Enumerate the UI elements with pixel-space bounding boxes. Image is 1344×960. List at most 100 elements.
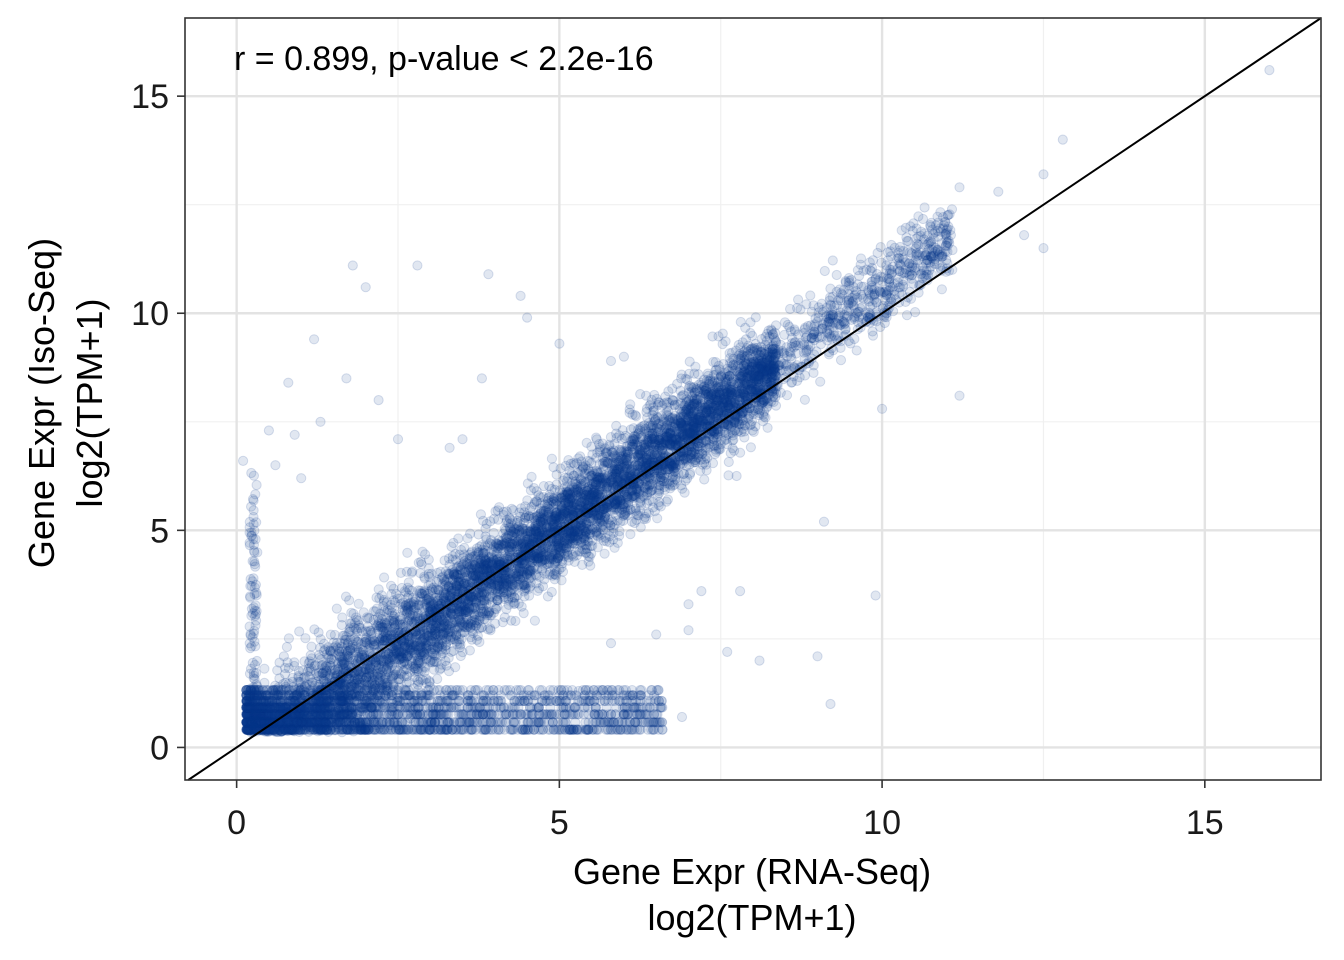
data-point: [537, 551, 548, 562]
data-point: [684, 356, 695, 367]
data-point: [855, 253, 867, 264]
data-point: [463, 562, 474, 573]
data-point: [482, 558, 493, 569]
data-point: [290, 715, 301, 726]
data-point: [446, 541, 457, 552]
data-point: [536, 526, 547, 538]
data-point: [720, 404, 731, 415]
data-point: [325, 629, 336, 640]
data-point: [256, 701, 267, 712]
data-point: [660, 472, 672, 483]
data-point: [688, 420, 699, 431]
data-point: [486, 539, 497, 550]
data-point: [396, 653, 407, 664]
data-point: [727, 427, 738, 439]
data-point: [420, 642, 431, 653]
data-point: [259, 663, 270, 674]
data-point: [648, 502, 659, 513]
data-point: [412, 630, 423, 641]
data-point: [397, 652, 408, 664]
data-point: [499, 591, 510, 603]
data-point: [381, 664, 392, 675]
data-point: [719, 388, 730, 399]
data-point: [501, 604, 512, 615]
data-point: [748, 378, 759, 389]
data-point: [712, 383, 723, 394]
data-point: [551, 508, 562, 519]
data-point: [843, 294, 855, 305]
data-point: [827, 255, 838, 266]
data-point: [569, 525, 581, 537]
data-point: [590, 491, 602, 502]
data-point: [305, 665, 316, 677]
data-point: [436, 644, 448, 655]
data-point: [462, 598, 473, 609]
data-point: [647, 484, 658, 496]
data-point: [677, 422, 688, 433]
data-point: [432, 584, 443, 595]
data-point: [396, 646, 407, 657]
data-point: [340, 591, 352, 602]
data-point: [534, 583, 545, 594]
data-point: [739, 419, 751, 431]
data-point: [546, 550, 557, 561]
data-point: [647, 445, 658, 456]
data-point: [540, 547, 551, 558]
data-point: [346, 690, 357, 701]
data-point: [732, 388, 743, 399]
data-point: [662, 435, 673, 446]
data-point: [769, 327, 781, 338]
data-point: [558, 543, 570, 554]
data-point: [661, 478, 673, 489]
data-point: [338, 685, 349, 697]
data-point: [542, 543, 554, 554]
data-point: [331, 603, 342, 614]
data-point: [757, 357, 768, 368]
data-point: [612, 472, 624, 483]
data-point: [591, 526, 602, 538]
data-point: [548, 462, 559, 473]
data-point: [591, 527, 602, 538]
data-point: [609, 504, 621, 515]
data-point: [574, 473, 586, 484]
data-point: [750, 312, 761, 323]
data-point: [760, 358, 771, 369]
data-point: [641, 390, 652, 401]
data-point: [769, 353, 780, 364]
data-point: [400, 641, 411, 652]
data-point: [745, 344, 756, 355]
data-point: [321, 719, 332, 730]
data-point: [283, 663, 294, 674]
data-point: [901, 310, 913, 321]
data-point: [339, 630, 350, 641]
data-point: [835, 355, 847, 366]
data-point: [260, 715, 271, 726]
data-point: [509, 598, 521, 609]
data-point: [328, 637, 339, 648]
data-point: [576, 500, 587, 512]
data-point: [936, 284, 948, 295]
data-point: [581, 528, 592, 539]
data-point: [413, 585, 424, 596]
data-point: [542, 541, 554, 553]
data-point: [911, 248, 922, 259]
data-point: [556, 562, 567, 573]
data-point: [647, 481, 658, 492]
data-point: [813, 326, 824, 337]
data-point: [666, 439, 677, 450]
data-point: [336, 619, 347, 631]
data-point: [412, 608, 423, 619]
data-point: [373, 584, 384, 595]
data-point: [364, 646, 375, 657]
data-point: [625, 465, 636, 476]
data-point: [599, 503, 611, 514]
data-point: [337, 612, 348, 623]
data-point: [243, 725, 254, 736]
data-point: [809, 328, 820, 339]
data-point: [919, 202, 930, 213]
data-point: [701, 406, 713, 417]
data-point: [481, 563, 492, 574]
data-point: [474, 636, 485, 648]
data-point: [529, 561, 540, 573]
